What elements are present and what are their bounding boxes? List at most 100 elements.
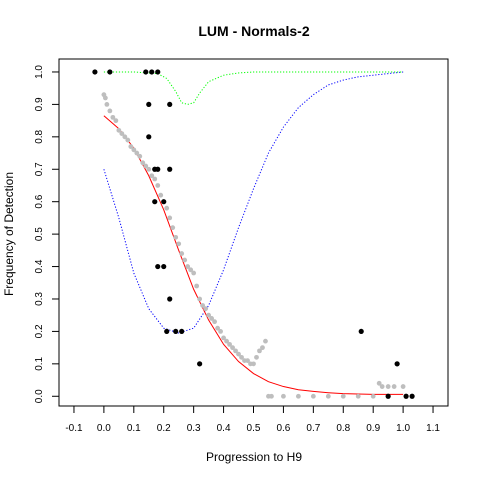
smoothed-point [182, 257, 188, 263]
y-axis-title: Frequency of Detection [2, 172, 16, 296]
observed-point [92, 69, 98, 75]
smoothed-point [131, 147, 137, 153]
smoothed-point [116, 127, 122, 133]
smoothed-point [173, 234, 179, 240]
smoothed-point [200, 303, 206, 308]
smoothed-point [170, 225, 176, 231]
smoothed-point [400, 384, 406, 389]
smoothed-point [188, 267, 194, 273]
smoothed-point [197, 296, 203, 302]
smoothed-point [215, 325, 220, 331]
y-tick-label: 0.3 [34, 292, 45, 306]
smoothed-point [251, 361, 256, 367]
smoothed-point [295, 393, 301, 399]
smoothed-point [221, 335, 226, 341]
smoothed-point [385, 384, 391, 389]
smoothed-point [310, 393, 316, 399]
smoothed-point [209, 316, 215, 321]
band-lower-line [103, 71, 404, 334]
smoothed-point [257, 348, 262, 354]
x-tick-label: 0.9 [366, 423, 380, 434]
observed-point [155, 69, 161, 75]
smoothed-point [122, 134, 128, 140]
band-upper-line [103, 71, 404, 105]
smoothed-point [194, 283, 200, 289]
y-tick-label: 0.7 [34, 162, 45, 176]
observed-point [161, 263, 167, 270]
y-tick-label: 0.8 [34, 129, 45, 143]
smoothed-point [167, 215, 173, 221]
smoothed-point [113, 118, 119, 124]
x-tick-label: -0.1 [65, 423, 83, 434]
smoothed-point [191, 270, 197, 276]
smoothed-point [125, 137, 131, 143]
smoothed-point [263, 338, 268, 344]
y-tick-label: 1.0 [34, 65, 45, 79]
smoothed-point [233, 348, 238, 354]
y-tick-label: 0.1 [34, 356, 45, 370]
smoothed-point [143, 163, 149, 169]
x-tick-label: 0.8 [336, 423, 350, 434]
x-tick-label: 0.5 [247, 423, 261, 434]
x-tick-label: 0.2 [157, 423, 171, 434]
x-tick-label: 0.6 [276, 423, 290, 434]
observed-point [146, 101, 152, 108]
observed-point [403, 393, 409, 399]
chart-title: LUM - Normals-2 [198, 23, 309, 39]
smoothed-point [379, 384, 385, 389]
smoothed-point [155, 183, 161, 188]
smoothed-point [281, 393, 286, 399]
smoothed-point [370, 393, 376, 399]
fitted-curve-line [103, 115, 404, 395]
x-axis: -0.1 0.0 0.1 0.2 0.3 0.4 0.5 0.6 0.7 0.8 0.9 1.0 1.1 [65, 406, 440, 434]
smoothed-point [152, 176, 158, 182]
y-tick-label: 0.6 [34, 194, 45, 208]
point-layer [92, 69, 415, 399]
smoothed-point [325, 393, 331, 399]
observed-point [149, 69, 155, 75]
x-tick-label: 0.3 [187, 423, 201, 434]
x-tick-label: 0.0 [97, 423, 111, 434]
observed-point [358, 328, 364, 335]
smoothed-point [260, 345, 265, 351]
y-tick-label: 0.5 [34, 227, 45, 241]
smoothed-point [107, 108, 113, 114]
y-tick-label: 0.9 [34, 97, 45, 111]
smoothed-point [176, 241, 182, 247]
smoothed-point [104, 102, 110, 107]
smoothed-point [179, 251, 185, 256]
observed-point [161, 199, 167, 205]
smoothed-point [146, 166, 152, 172]
smoothed-point [340, 393, 346, 399]
smoothed-point [203, 306, 209, 312]
x-tick-label: 0.7 [306, 423, 320, 434]
smoothed-point [254, 354, 259, 360]
observed-point [155, 263, 161, 270]
observed-point [409, 393, 415, 399]
y-tick-label: 0.4 [34, 259, 45, 273]
observed-point [167, 166, 173, 172]
observed-point [167, 101, 173, 108]
smoothed-point [137, 153, 143, 159]
smoothed-point [140, 160, 146, 166]
observed-point [197, 361, 203, 367]
smoothed-point [269, 393, 274, 399]
smoothed-point [110, 114, 116, 120]
smoothed-point [376, 380, 382, 386]
x-tick-label: 1.0 [396, 423, 410, 434]
observed-point [143, 69, 149, 75]
smoothed-point [227, 341, 232, 347]
smoothed-point [119, 131, 125, 136]
smoothed-point [149, 173, 155, 179]
smoothed-point [218, 329, 223, 334]
smoothed-point [164, 205, 170, 211]
smoothed-point [212, 319, 218, 325]
line-layer [103, 71, 404, 395]
observed-point [167, 296, 173, 302]
x-tick-label: 1.1 [426, 423, 440, 434]
smoothed-point [236, 351, 241, 357]
smoothed-point [102, 95, 108, 101]
observed-point [179, 328, 185, 335]
y-axis: 0.0 0.1 0.2 0.3 0.4 0.5 0.6 0.7 0.8 0.9 1.0 [34, 65, 59, 403]
